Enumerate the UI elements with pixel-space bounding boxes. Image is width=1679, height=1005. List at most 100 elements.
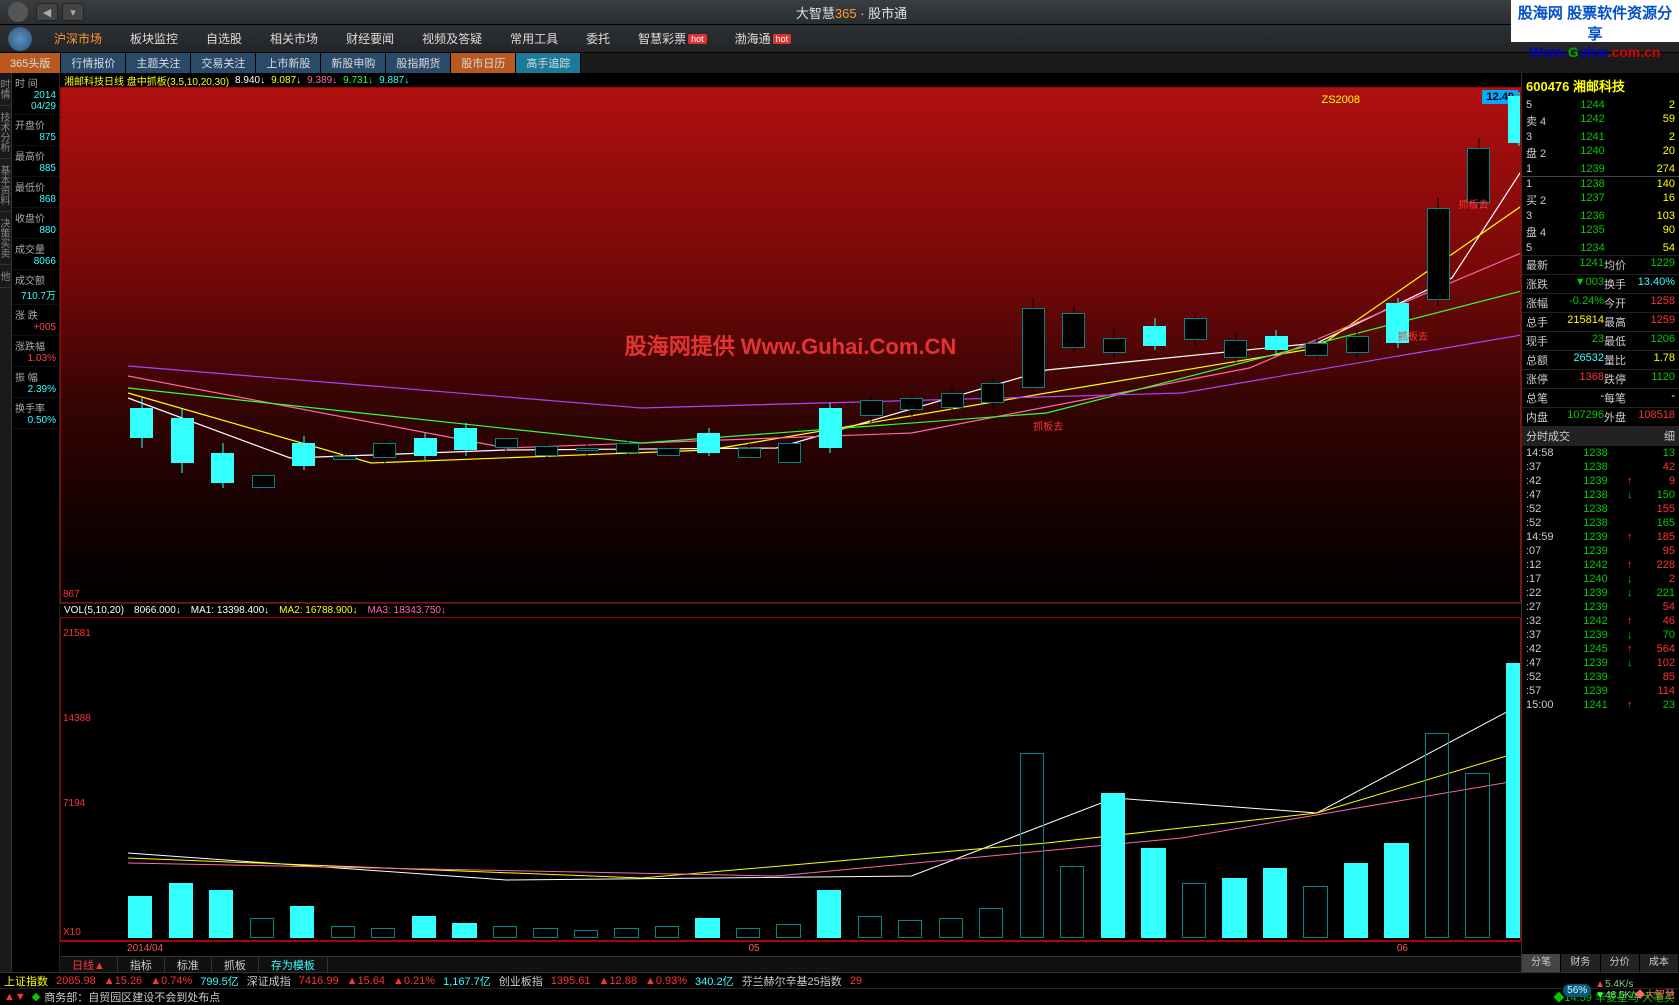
candle (331, 448, 358, 466)
vol-x10-label: X10 (63, 927, 81, 938)
bids-row: 5123454 (1522, 241, 1679, 255)
volume-bar (1141, 848, 1165, 938)
time-axis: 2014/040506 (60, 941, 1521, 956)
volume-bar (1425, 733, 1449, 938)
main-menu-4[interactable]: 财经要闻 (332, 25, 408, 52)
main-menu-9[interactable]: 渤海通hot (721, 25, 806, 52)
sub-tab-4[interactable]: 上市新股 (256, 53, 321, 73)
stat-row: 最高价885 (12, 146, 59, 177)
kline-chart[interactable]: 12.49 ZS2008 股海网提供 Www.Guhai.Com.CN 867抓… (60, 87, 1521, 603)
chart-title: 湘邮科技日线 盘中抓板(3,5,10,20,30) (64, 73, 229, 88)
kline-header: 湘邮科技日线 盘中抓板(3,5,10,20,30) 8.940↓9.087↓9.… (60, 73, 1521, 87)
left-vtab-4[interactable]: 他 (0, 265, 11, 288)
main-menu-6[interactable]: 常用工具 (496, 25, 572, 52)
right-tab-0[interactable]: 分笔 (1522, 954, 1561, 972)
main-menu: 沪深市场板块监控自选股相关市场财经要闻视频及答疑常用工具委托智慧彩票hot渤海通… (0, 25, 1679, 53)
volume-bar (736, 928, 760, 938)
bottom-tab-2[interactable]: 标准 (165, 957, 212, 972)
right-tab-1[interactable]: 财务 (1561, 954, 1600, 972)
dazhi-logo: ◆大智慧 (1635, 986, 1675, 1001)
sub-tab-0[interactable]: 365头版 (0, 53, 61, 73)
candle (695, 428, 722, 456)
left-vtab-2[interactable]: 基本资料 (0, 159, 11, 212)
volume-bar (776, 924, 800, 938)
volume-bar (533, 928, 557, 938)
volume-bar (898, 920, 922, 938)
stat-row: 开盘价875 (12, 115, 59, 146)
index-bar: 上证指数2085.98▲15.26▲0.74%799.5亿深证成指7416.99… (0, 972, 1679, 988)
right-tabs: 分笔财务分价成本 (1522, 954, 1679, 972)
chart-area: 湘邮科技日线 盘中抓板(3,5,10,20,30) 8.940↓9.087↓9.… (60, 73, 1521, 972)
bottom-tab-0[interactable]: 日线▲ (60, 957, 118, 972)
trade-row: :521238165 (1522, 516, 1679, 530)
title-bar: ◀ ▾ 大智慧365 · 股市通 (0, 0, 1679, 25)
sub-tab-8[interactable]: 高手追踪 (516, 53, 581, 73)
main-menu-3[interactable]: 相关市场 (256, 25, 332, 52)
dropdown-button[interactable]: ▾ (62, 3, 84, 21)
volume-bar (1263, 868, 1287, 938)
stat-row: 换手率0.50% (12, 398, 59, 429)
trade-row: :421239↑9 (1522, 474, 1679, 488)
left-vtab-0[interactable]: 时情 (0, 73, 11, 106)
candle (1303, 338, 1330, 360)
candle (412, 433, 439, 460)
asks-row: 312412 (1522, 130, 1679, 144)
sub-menu: 365头版行情报价主题关注交易关注上市新股新股申购股指期货股市日历高手追踪 (0, 53, 1679, 73)
bids-row: 盘 4123590 (1522, 223, 1679, 241)
candle (169, 408, 196, 473)
stock-stat-row: 涨停1368跌停1120 (1522, 369, 1679, 388)
volume-bar (412, 916, 436, 938)
stat-row: 成交额710.7万 (12, 270, 59, 305)
sub-tab-1[interactable]: 行情报价 (61, 53, 126, 73)
volume-bar (290, 906, 314, 938)
candle (1344, 328, 1371, 358)
left-vtab-3[interactable]: 决策买卖 (0, 212, 11, 265)
bottom-tab-3[interactable]: 抓板 (212, 957, 259, 972)
sub-tab-6[interactable]: 股指期货 (386, 53, 451, 73)
candle (1506, 92, 1521, 146)
candle (250, 468, 277, 493)
volume-bar (614, 928, 638, 938)
bottom-tab-1[interactable]: 指标 (118, 957, 165, 972)
candle (1060, 306, 1087, 353)
sub-tab-7[interactable]: 股市日历 (451, 53, 516, 73)
sub-tab-5[interactable]: 新股申购 (321, 53, 386, 73)
sub-tab-3[interactable]: 交易关注 (191, 53, 256, 73)
volume-bar (1344, 863, 1368, 938)
trade-row: :321242↑46 (1522, 614, 1679, 628)
volume-chart[interactable]: X10 21581143887194 (60, 617, 1521, 941)
candle (817, 403, 844, 453)
expand-icon[interactable]: ▲▼ (4, 991, 26, 1003)
trade-row: 15:001241↑23 (1522, 698, 1679, 712)
candle (209, 443, 236, 488)
main-menu-8[interactable]: 智慧彩票hot (624, 25, 721, 52)
right-tab-2[interactable]: 分价 (1601, 954, 1640, 972)
right-tab-3[interactable]: 成本 (1640, 954, 1679, 972)
trades-header: 分时成交细 (1522, 426, 1679, 446)
stat-row: 涨 跌+005 (12, 305, 59, 336)
trade-row: :221239↓221 (1522, 586, 1679, 600)
candle (776, 438, 803, 466)
trade-row: :421245↑564 (1522, 642, 1679, 656)
trade-row: :121242↑228 (1522, 558, 1679, 572)
main-menu-7[interactable]: 委托 (572, 25, 624, 52)
watermark-line2: Www.Guhai.com.cn (1515, 44, 1675, 60)
candle (1101, 328, 1128, 358)
main-menu-2[interactable]: 自选股 (192, 25, 256, 52)
sub-tab-2[interactable]: 主题关注 (126, 53, 191, 73)
main-menu-1[interactable]: 板块监控 (116, 25, 192, 52)
stock-stat-row: 总笔-每笔- (1522, 388, 1679, 407)
left-vtab-1[interactable]: 技术分析 (0, 106, 11, 159)
back-button[interactable]: ◀ (36, 3, 58, 21)
asks-row: 盘 2124020 (1522, 144, 1679, 162)
main-menu-0[interactable]: 沪深市场 (40, 25, 116, 52)
trade-row: :571239114 (1522, 684, 1679, 698)
stock-stat-row: 涨幅-0.24%今开1258 (1522, 293, 1679, 312)
volume-bar (817, 890, 841, 938)
bottom-tab-4[interactable]: 存为模板 (259, 957, 328, 972)
main-menu-5[interactable]: 视频及答疑 (408, 25, 496, 52)
volume-bar (574, 930, 598, 938)
candle (452, 423, 479, 456)
volume-bar (655, 926, 679, 938)
stats-panel: 时 间201404/29开盘价875最高价885最低价868收盘价880成交量8… (12, 73, 60, 972)
